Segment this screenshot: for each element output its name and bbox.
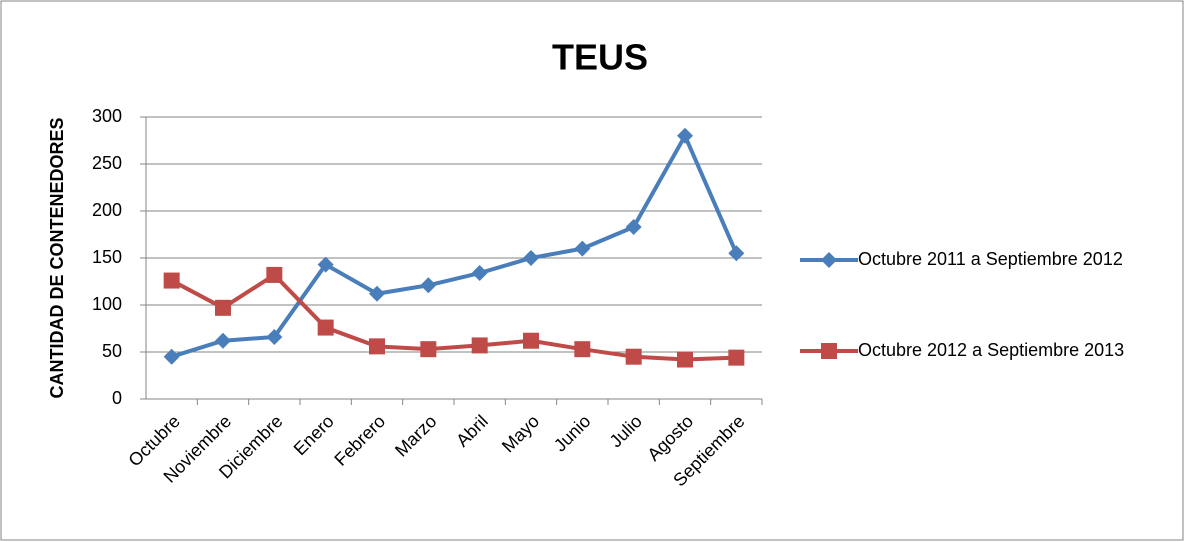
- y-tick-label: 100: [92, 294, 122, 314]
- point-marker: [523, 332, 539, 349]
- point-marker: [471, 265, 488, 282]
- y-axis-title: CANTIDAD DE CONTENEDORES: [47, 117, 67, 398]
- point-marker: [420, 277, 437, 294]
- series-line: [170, 272, 737, 362]
- y-tick-label: 300: [92, 106, 122, 126]
- point-marker: [317, 256, 334, 273]
- legend-marker: [821, 343, 837, 359]
- y-tick-label: 200: [92, 200, 122, 220]
- point-marker: [369, 338, 385, 355]
- point-marker: [266, 328, 283, 345]
- point-marker: [266, 266, 283, 283]
- point-marker: [574, 240, 591, 257]
- legend-label: Octubre 2011 a Septiembre 2012: [858, 249, 1123, 269]
- point-marker: [625, 348, 642, 365]
- y-tick-label: 250: [92, 153, 122, 173]
- chart-title: TEUS: [552, 37, 648, 78]
- point-marker: [215, 332, 231, 349]
- point-marker: [420, 341, 437, 358]
- point-marker: [369, 285, 385, 302]
- legend-marker: [821, 252, 837, 268]
- point-marker: [677, 127, 693, 144]
- point-marker: [163, 272, 180, 289]
- point-marker: [215, 299, 231, 316]
- point-marker: [163, 348, 180, 365]
- point-marker: [728, 349, 745, 366]
- point-marker: [523, 250, 539, 266]
- point-marker: [625, 218, 642, 235]
- point-marker: [471, 337, 488, 354]
- point-marker: [317, 319, 334, 336]
- y-tick-label: 50: [102, 341, 122, 361]
- legend-label: Octubre 2012 a Septiembre 2013: [858, 340, 1125, 360]
- point-marker: [677, 351, 693, 368]
- point-marker: [728, 245, 745, 262]
- point-marker: [574, 341, 591, 358]
- series-line: [171, 133, 739, 359]
- y-tick-label: 0: [112, 388, 122, 408]
- y-tick-label: 150: [92, 247, 122, 267]
